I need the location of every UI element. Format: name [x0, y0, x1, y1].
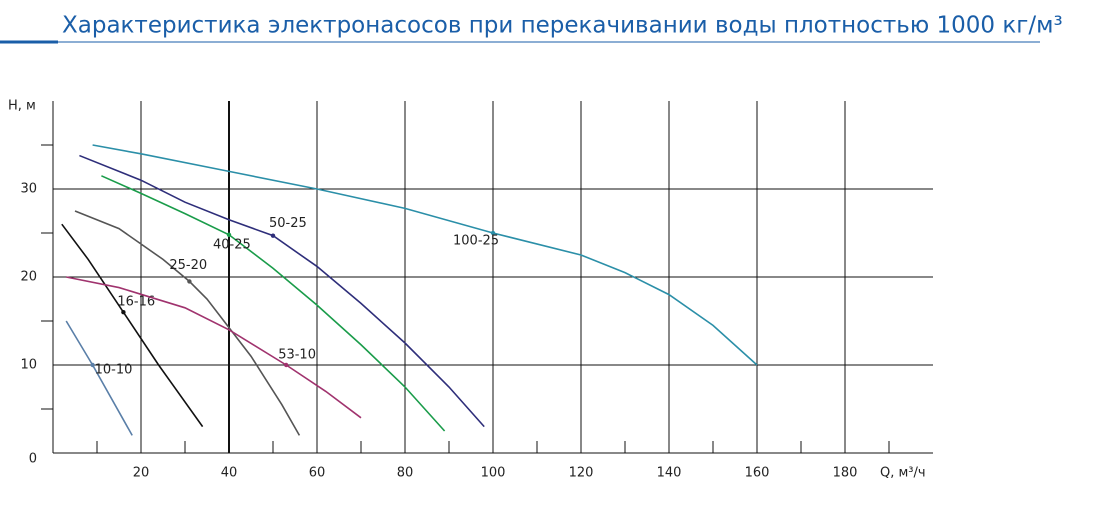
point-marker: [270, 233, 276, 238]
y-tick-label: 10: [20, 358, 37, 373]
curve: [92, 144, 758, 366]
y-tick-label: 20: [20, 270, 37, 285]
curve: [61, 223, 204, 428]
y-tick-label: 30: [20, 182, 37, 197]
curve: [79, 154, 485, 428]
x-tick-label: 80: [397, 466, 414, 481]
x-tick-label: 60: [309, 466, 326, 481]
x-axis-label: Q, м³/ч: [880, 466, 926, 481]
point-marker: [284, 362, 289, 368]
point-marker: [490, 230, 496, 236]
point-marker: [187, 279, 192, 284]
chart-title: Характеристика электронасосов при перека…: [62, 13, 1063, 39]
curve-label: 50-25: [269, 216, 307, 231]
curve-label: 25-20: [169, 258, 207, 273]
x-tick-label: 100: [481, 466, 506, 481]
x-tick-label: 160: [745, 466, 770, 481]
curve: [74, 210, 301, 436]
x-tick-label: 120: [569, 466, 594, 481]
y-tick-label: 0: [29, 452, 37, 467]
curve-label: 40-25: [213, 237, 251, 252]
curve: [66, 276, 362, 419]
x-tick-label: 20: [133, 466, 150, 481]
point-marker: [121, 310, 126, 315]
x-tick-label: 140: [657, 466, 682, 481]
point-marker: [90, 362, 95, 368]
x-tick-label: 40: [221, 466, 238, 481]
curve-label: 10-10: [95, 363, 133, 378]
curve-label: 100-25: [453, 234, 499, 249]
curve: [65, 320, 133, 436]
curve: [101, 175, 446, 432]
curve-label: 53-10: [278, 348, 316, 363]
x-tick-label: 180: [833, 466, 858, 481]
curve-label: 16-16: [117, 295, 155, 310]
point-marker: [226, 232, 232, 237]
y-axis-label: Н, м: [8, 99, 36, 114]
